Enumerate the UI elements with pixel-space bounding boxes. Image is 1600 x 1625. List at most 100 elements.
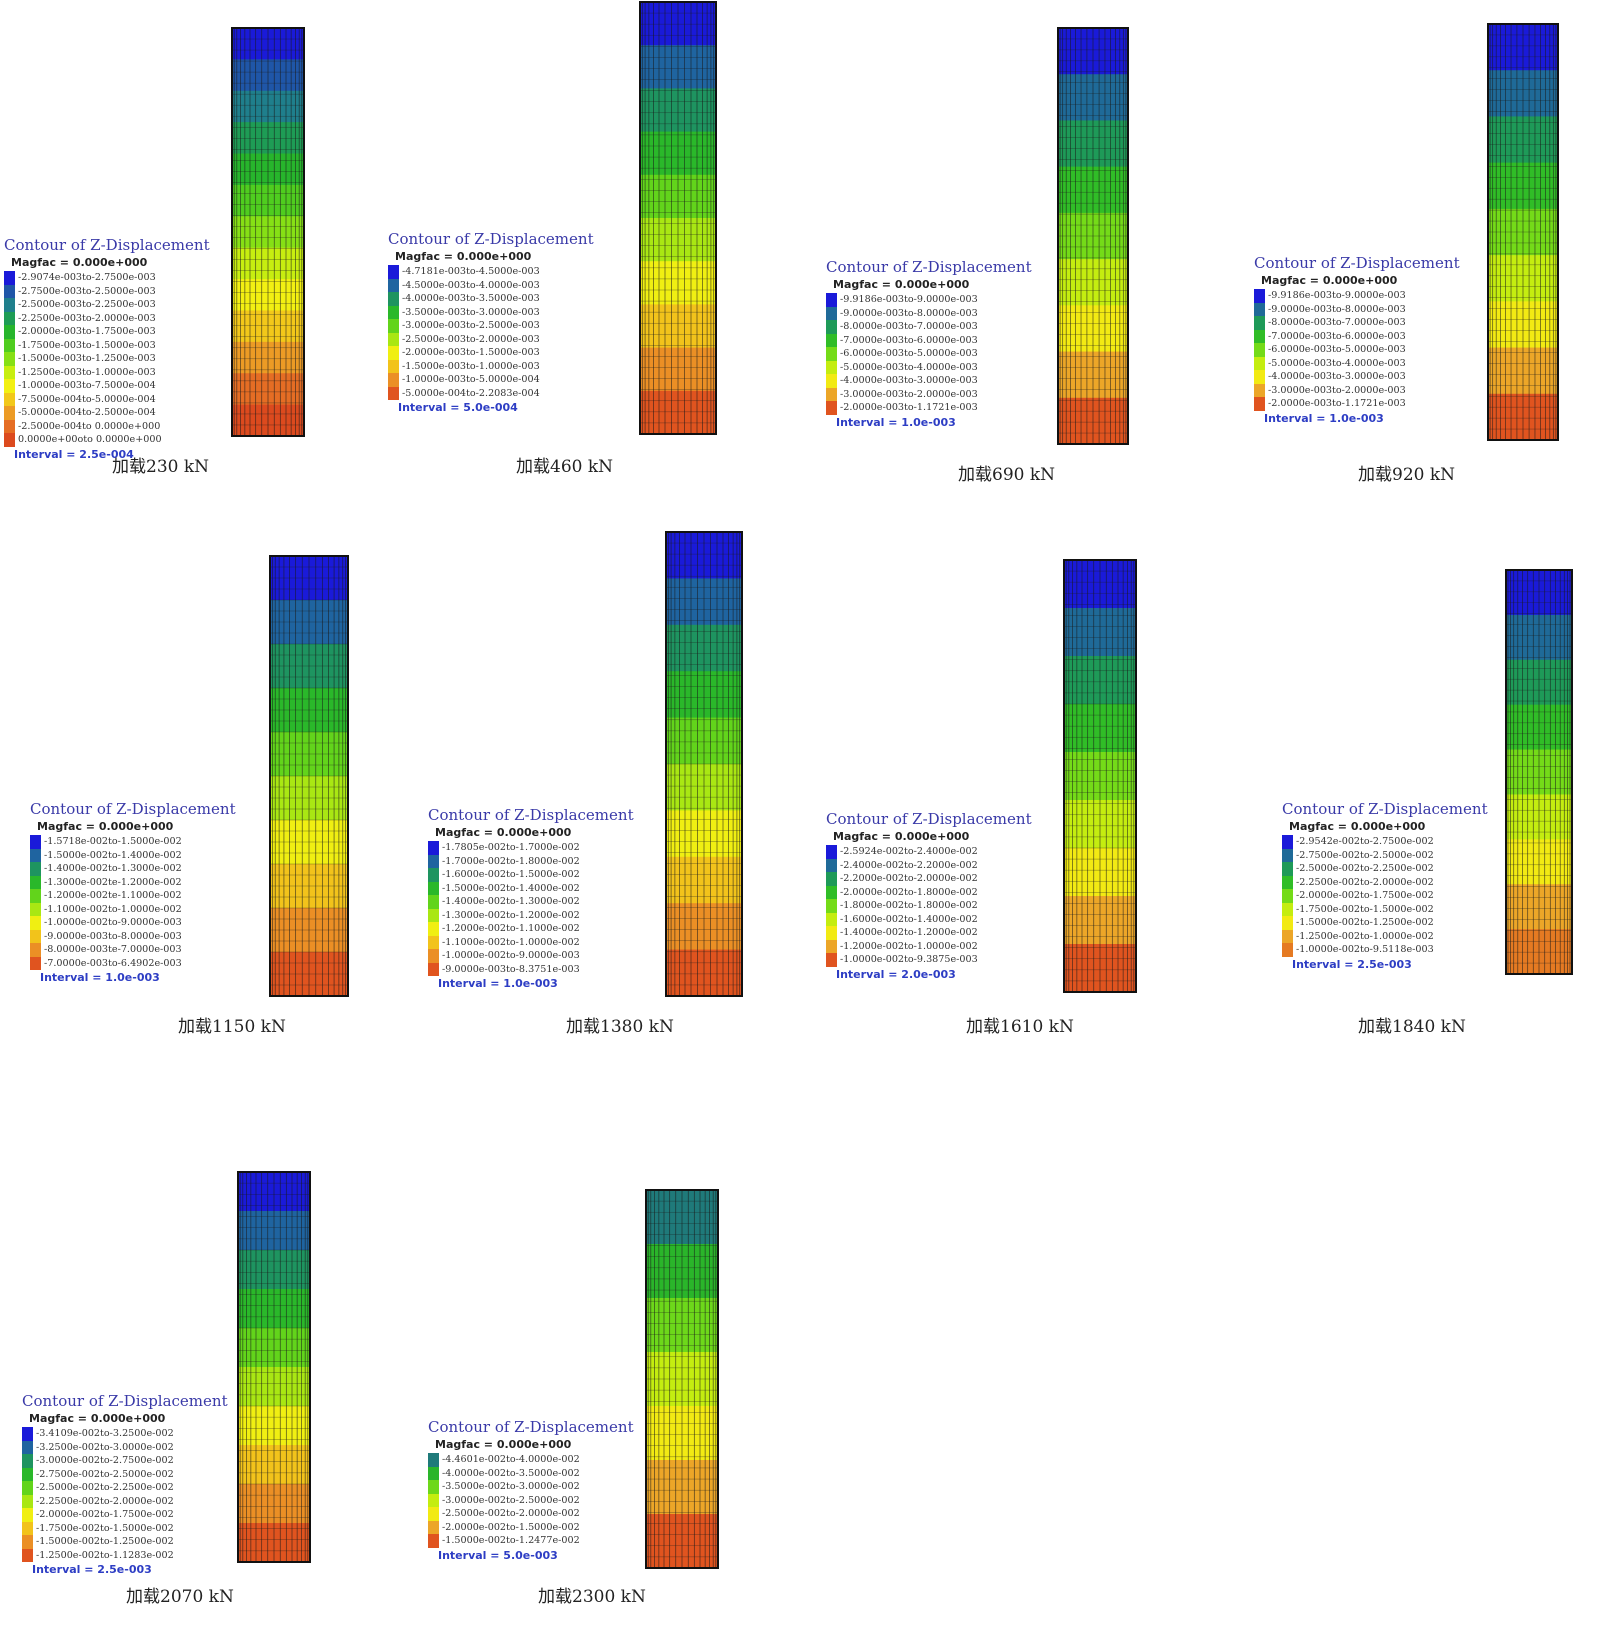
legend-range-label: -1.5000e-003to-1.2500e-003: [18, 353, 156, 365]
panel-caption: 加载1150 kN: [178, 1017, 286, 1037]
legend-range-label: -8.0000e-003to-7.0000e-003: [1268, 317, 1406, 329]
legend-swatch: [1282, 875, 1293, 889]
legend-swatch: [1282, 862, 1293, 876]
legend-range-label: -3.0000e-002to-2.5000e-002: [442, 1494, 580, 1506]
legend-row: -7.5000e-004to-5.0000e-004: [4, 392, 210, 406]
column-contour-svg: [237, 1171, 311, 1563]
legend-swatch: [428, 1520, 439, 1534]
legend-range-label: -2.5000e-002to-2.0000e-002: [442, 1508, 580, 1520]
legend-range-label: -6.0000e-003to-5.0000e-003: [1268, 344, 1406, 356]
column-model: [1063, 559, 1137, 993]
legend-magfac: Magfac = 0.000e+000: [395, 250, 532, 263]
legend-swatch: [4, 338, 15, 352]
legend-swatch: [22, 1508, 33, 1522]
legend-range-label: -2.2000e-002to-2.0000e-002: [840, 873, 978, 885]
legend-range-label: -1.2000e-002te-1.1000e-002: [44, 890, 182, 902]
column-model: [645, 1189, 719, 1569]
legend-range-label: -9.0000e-003to-8.0000e-003: [840, 307, 978, 319]
column-model: [1487, 23, 1559, 441]
column-contour-svg: [269, 555, 349, 997]
legend-swatch: [30, 929, 41, 943]
legend-title: Contour of Z-Displacement: [4, 236, 210, 254]
legend-range-label: -1.8000e-002to-1.8000e-002: [840, 900, 978, 912]
legend-range-label: -2.2500e-003to-2.0000e-003: [18, 312, 156, 324]
legend-row: -1.5000e-003to-1.0000e-003: [388, 359, 594, 373]
column-outline: [1063, 559, 1137, 993]
legend-range-label: -1.7000e-002to-1.8000e-002: [442, 855, 580, 867]
legend-interval: Interval = 2.0e-003: [836, 967, 956, 981]
legend-swatch: [1254, 397, 1265, 411]
legend-row: -2.0000e-002to-1.7500e-002: [1282, 889, 1488, 903]
legend-row: -1.2000e-002to-1.0000e-002: [826, 939, 1032, 953]
legend-row: -2.5000e-002to-2.2500e-002: [22, 1481, 228, 1495]
legend-swatch: [22, 1494, 33, 1508]
legend-swatch: [388, 386, 399, 400]
legend-row: -2.5000e-003to-2.2500e-003: [4, 298, 210, 312]
panel-caption: 加载920 kN: [1358, 465, 1456, 485]
legend-title: Contour of Z-Displacement: [428, 1418, 634, 1436]
legend-row: -1.0000e-003to-7.5000e-004: [4, 379, 210, 393]
legend-range-label: -2.0000e-003to-1.7500e-003: [18, 326, 156, 338]
legend-range-label: -2.2500e-002to-2.0000e-002: [1296, 876, 1434, 888]
legend-range-label: -1.0000e-003to-5.0000e-004: [402, 374, 540, 386]
legend-range-label: -5.0000e-003to-4.0000e-003: [840, 361, 978, 373]
legend-row: -2.2500e-002to-2.0000e-002: [22, 1494, 228, 1508]
column-contour-svg: [665, 531, 743, 997]
legend-row: -9.9186e-003to-9.0000e-003: [1254, 289, 1460, 303]
legend-range-label: -1.3000e-002te-1.2000e-002: [44, 876, 182, 888]
legend-swatch: [428, 841, 439, 855]
legend-swatch: [30, 848, 41, 862]
legend-range-label: -1.5718e-002to-1.5000e-002: [44, 836, 182, 848]
legend-swatch: [4, 352, 15, 366]
legend-swatch: [826, 320, 837, 334]
legend-range-label: -2.5000e-003to-2.0000e-003: [402, 333, 540, 345]
legend-swatch: [428, 1534, 439, 1548]
legend-row: -1.0000e-002to-9.0000e-003: [30, 916, 236, 930]
legend-swatch: [1254, 370, 1265, 384]
legend-range-label: -3.5000e-002to-3.0000e-002: [442, 1481, 580, 1493]
legend-range-label: -4.0000e-003to-3.0000e-003: [1268, 371, 1406, 383]
legend-range-label: -1.7500e-002to-1.5000e-002: [1296, 903, 1434, 915]
legend-swatch: [1254, 302, 1265, 316]
legend-swatch: [826, 885, 837, 899]
legend-range-label: -2.5000e-003to-2.2500e-003: [18, 299, 156, 311]
legend-title: Contour of Z-Displacement: [30, 800, 236, 818]
legend-range-label: -6.0000e-003to-5.0000e-003: [840, 348, 978, 360]
legend-row: -2.5000e-002to-2.0000e-002: [428, 1507, 634, 1521]
legend-range-label: -2.7500e-002to-2.5000e-002: [1296, 849, 1434, 861]
legend-swatch: [30, 835, 41, 849]
legend-swatch: [4, 298, 15, 312]
legend-row: -6.0000e-003to-5.0000e-003: [826, 347, 1032, 361]
legend-range-label: -3.0000e-002to-2.7500e-002: [36, 1455, 174, 1467]
column-outline: [237, 1171, 311, 1563]
legend-row: -1.2000e-002te-1.1000e-002: [30, 889, 236, 903]
column-model: [237, 1171, 311, 1563]
contour-legend: Contour of Z-Displacement Magfac = 0.000e…: [30, 800, 236, 984]
legend-row: -8.0000e-003te-7.0000e-003: [30, 943, 236, 957]
legend-row: -4.7181e-003to-4.5000e-003: [388, 265, 594, 279]
legend-range-label: -2.2500e-002to-2.0000e-002: [36, 1495, 174, 1507]
legend-row: -4.4601e-002to-4.0000e-002: [428, 1453, 634, 1467]
legend-swatch: [4, 365, 15, 379]
legend-interval: Interval = 5.0e-004: [398, 401, 518, 414]
legend-row: -3.0000e-003to-2.0000e-003: [826, 387, 1032, 401]
legend-range-label: -1.6000e-002to-1.5000e-002: [442, 869, 580, 881]
legend-row: -1.7500e-002to-1.5000e-002: [22, 1521, 228, 1535]
legend-row: -1.2500e-002to-1.0000e-002: [1282, 929, 1488, 943]
column-model: [1057, 27, 1129, 445]
legend-swatch: [4, 406, 15, 420]
legend-interval: Interval = 2.5e-003: [1292, 957, 1412, 971]
legend-row: -2.0000e-003to-1.1721e-003: [1254, 397, 1460, 411]
legend-row: -2.0000e-003to-1.7500e-003: [4, 325, 210, 339]
legend-range-label: -3.0000e-003to-2.0000e-003: [840, 388, 978, 400]
legend-range-label: -1.7805e-002to-1.7000e-002: [442, 842, 580, 854]
legend-swatch: [428, 1453, 439, 1467]
legend-row: -1.4000e-002to-1.2000e-002: [826, 926, 1032, 940]
legend-row: -1.3000e-002to-1.2000e-002: [428, 908, 634, 922]
column-contour-svg: [1505, 569, 1573, 975]
column-outline: [1487, 23, 1559, 441]
legend-swatch: [4, 419, 15, 433]
legend-row: -7.0000e-003to-6.0000e-003: [1254, 329, 1460, 343]
legend-swatch: [826, 953, 837, 967]
legend-range-label: -1.0000e-002to-9.5118e-003: [1296, 944, 1434, 956]
